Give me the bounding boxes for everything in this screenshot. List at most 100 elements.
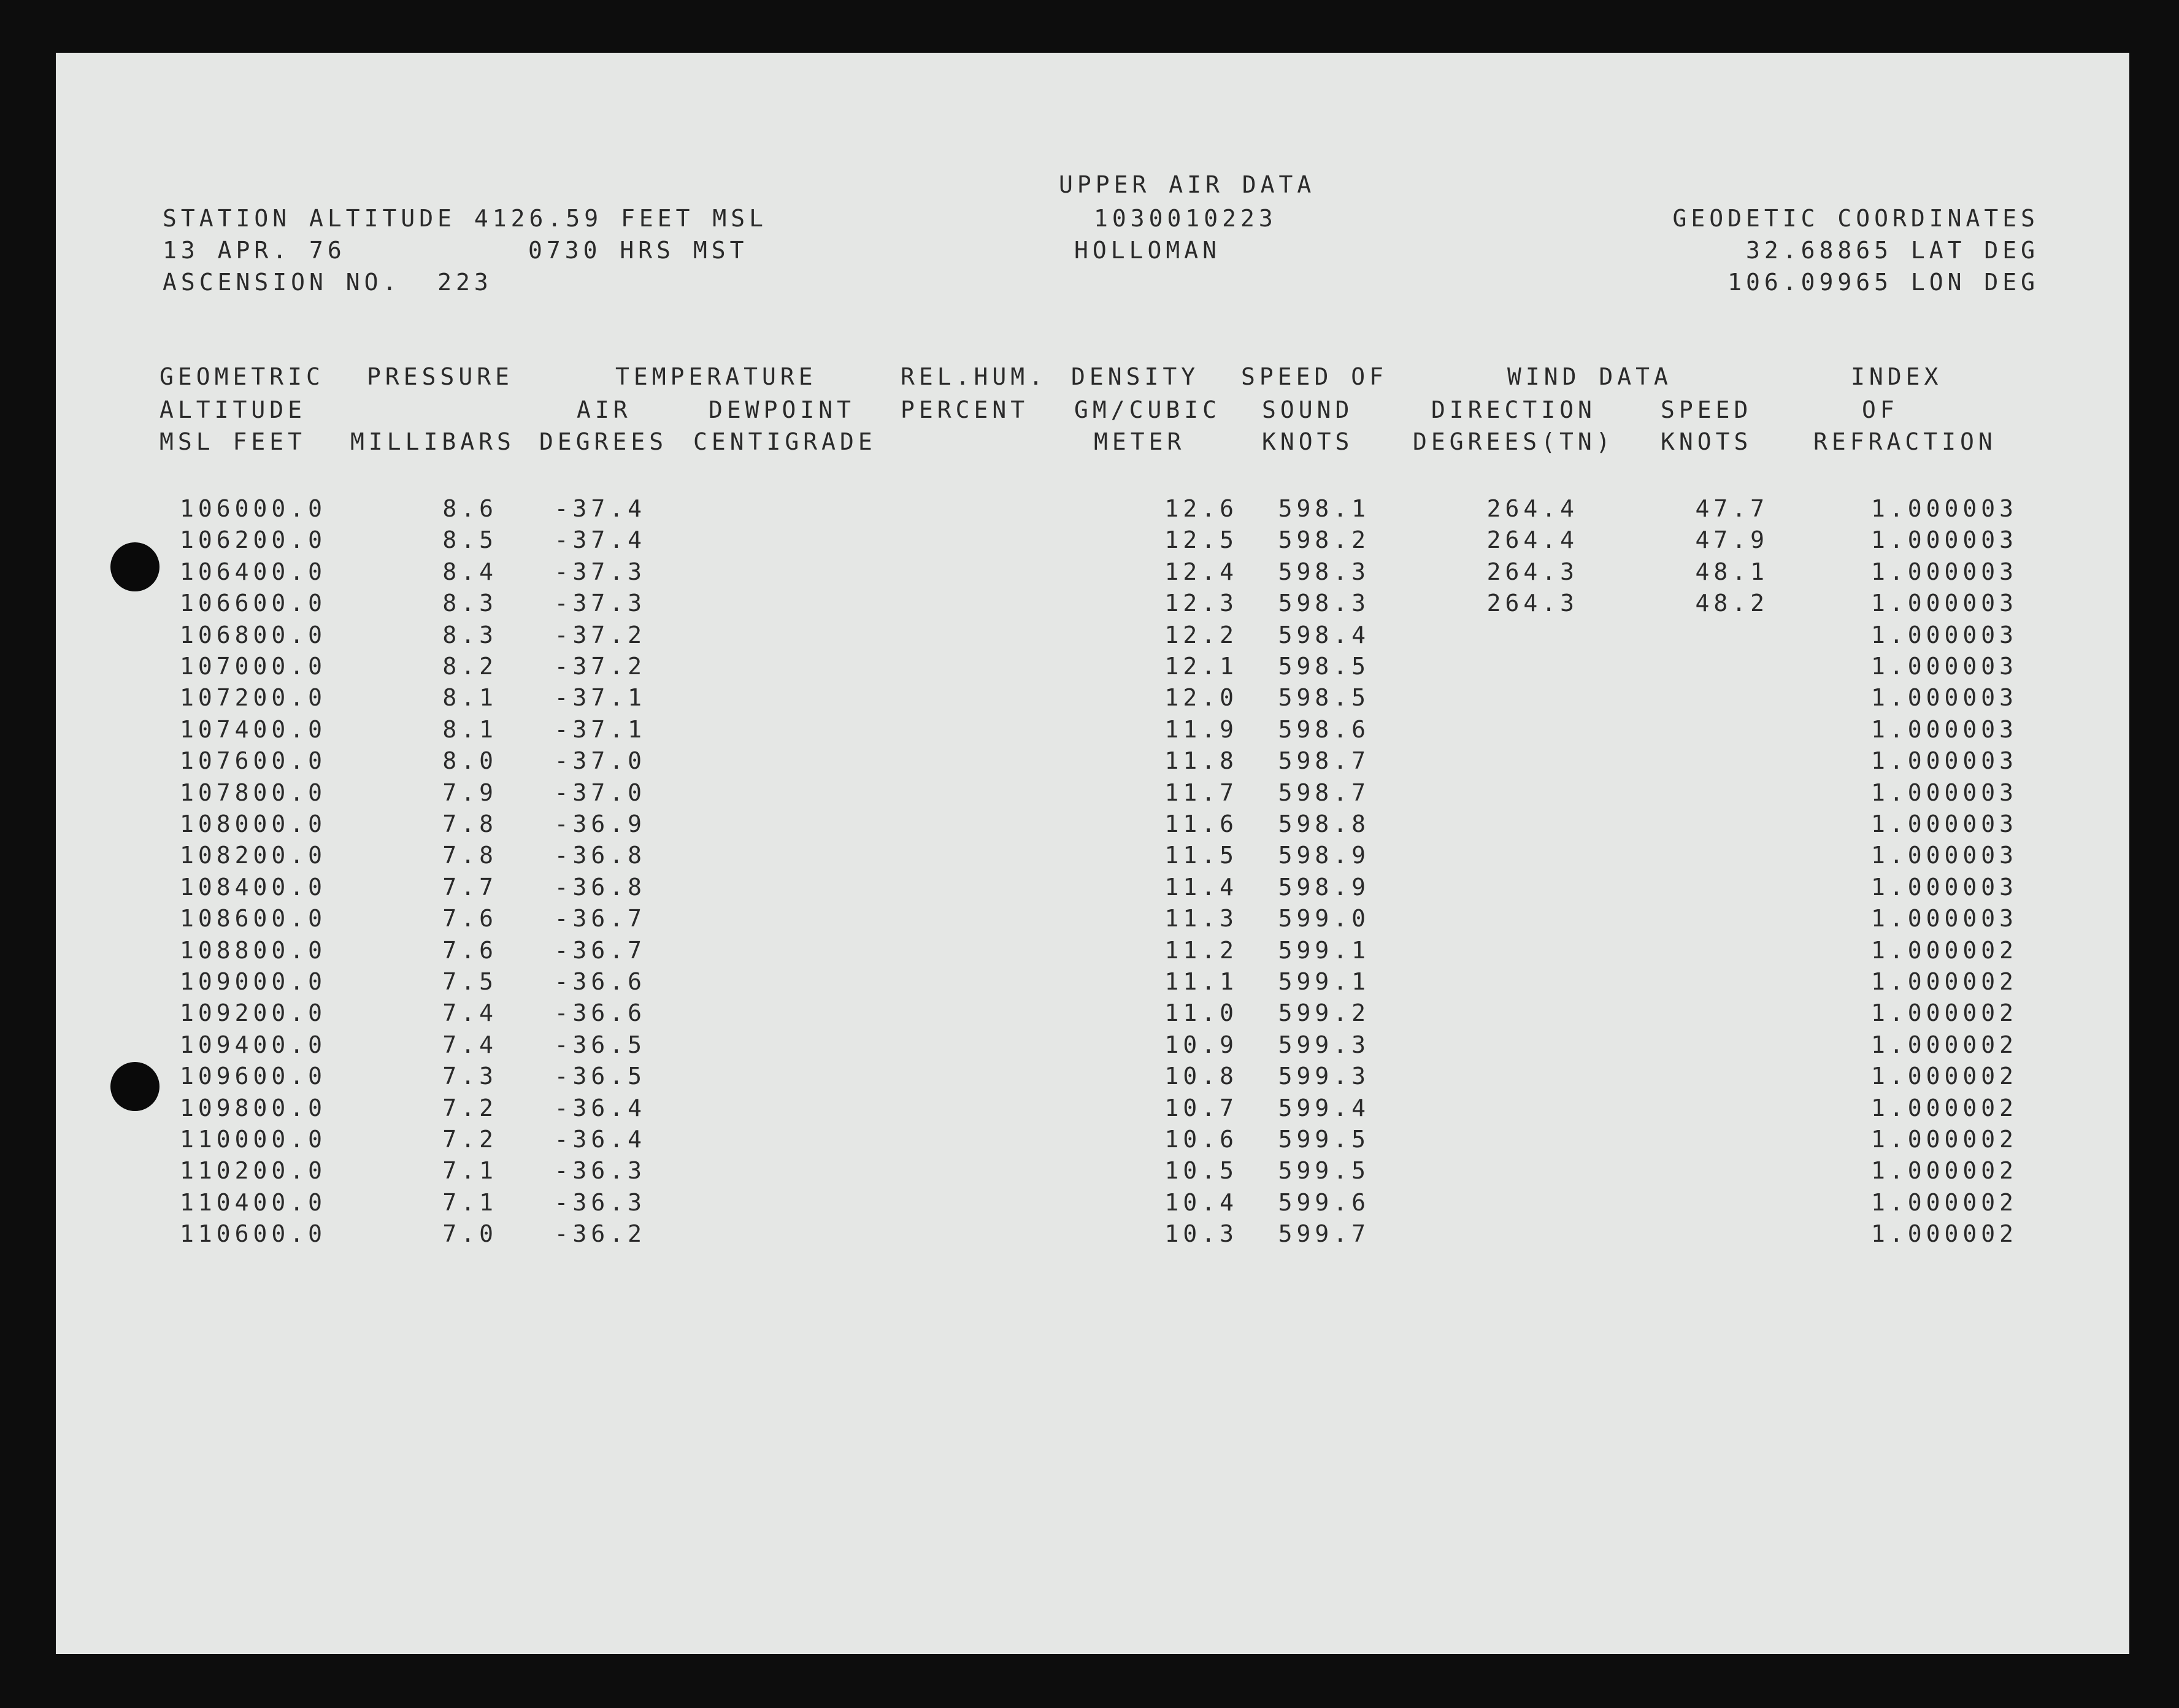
wind-direction-cell: 264.3 [1486,558,1578,585]
altitude-cell: 107000.0 [179,653,326,680]
altitude-cell: 109400.0 [179,1031,326,1058]
col-pressure: MILLIBARS [350,428,515,455]
refraction-index-cell: 1.000003 [1870,684,2018,712]
col-sound: SPEED OF [1241,363,1388,390]
altitude-cell: 108800.0 [179,936,326,964]
temperature-cell: -37.1 [554,715,646,743]
density-cell: 11.1 [1164,968,1238,995]
sound-speed-cell: 598.1 [1278,495,1370,522]
col-dewpoint: CENTIGRADE [693,428,877,455]
pressure-cell: 8.5 [442,526,498,554]
refraction-index-cell: 1.000003 [1870,905,2018,933]
altitude-cell: 107400.0 [179,715,326,743]
pressure-cell: 7.4 [442,999,498,1027]
sound-speed-cell: 598.9 [1278,873,1370,901]
sound-speed-cell: 599.1 [1278,968,1370,995]
refraction-index-cell: 1.000003 [1870,873,2018,901]
temperature-cell: -36.7 [554,905,646,933]
sound-speed-cell: 599.3 [1278,1063,1370,1090]
pressure-cell: 7.7 [442,873,498,901]
refraction-index-cell: 1.000003 [1870,715,2018,743]
pressure-cell: 7.9 [442,779,498,806]
temperature-cell: -36.3 [554,1188,646,1216]
temperature-cell: -36.7 [554,936,646,964]
pressure-cell: 7.8 [442,810,498,837]
time: 0730 HRS MST [528,237,748,264]
coordinates-label: GEODETIC COORDINATES [1672,205,2039,232]
altitude-cell: 109200.0 [179,999,326,1027]
altitude-cell: 108200.0 [179,842,326,869]
col-geometric: ALTITUDE [159,396,307,423]
latitude: 32.68865 LAT DEG [1745,237,2039,264]
sound-speed-cell: 598.3 [1278,590,1370,617]
wind-speed-cell: 47.7 [1695,495,1769,522]
col-rel-hum: PERCENT [901,396,1029,423]
altitude-cell: 109600.0 [179,1063,326,1090]
sound-speed-cell: 599.3 [1278,1031,1370,1058]
altitude-cell: 108400.0 [179,873,326,901]
pressure-cell: 8.4 [442,558,498,585]
col-index: INDEX [1851,363,1943,390]
temperature-cell: -36.3 [554,1157,646,1185]
temperature-cell: -36.8 [554,842,646,869]
sound-speed-cell: 598.7 [1278,747,1370,775]
pressure-cell: 7.0 [442,1220,498,1248]
altitude-cell: 108600.0 [179,905,326,933]
density-cell: 11.2 [1164,936,1238,964]
temperature-cell: -36.5 [554,1063,646,1090]
sound-speed-cell: 598.2 [1278,526,1370,554]
id-number: 1030010223 [1094,205,1277,232]
pressure-cell: 7.5 [442,968,498,995]
col-wind: WIND DATA [1507,363,1672,390]
temperature-cell: -36.4 [554,1126,646,1153]
col-index: OF [1862,396,1899,423]
col-speed: KNOTS [1661,428,1753,455]
sound-speed-cell: 599.0 [1278,905,1370,933]
temperature-cell: -37.3 [554,590,646,617]
altitude-cell: 110600.0 [179,1220,326,1248]
binder-hole [110,1062,159,1111]
pressure-cell: 8.3 [442,621,498,648]
temperature-cell: -37.3 [554,558,646,585]
refraction-index-cell: 1.000002 [1870,936,2018,964]
sound-speed-cell: 599.5 [1278,1126,1370,1153]
pressure-cell: 7.8 [442,842,498,869]
refraction-index-cell: 1.000003 [1870,810,2018,837]
density-cell: 12.4 [1164,558,1238,585]
wind-direction-cell: 264.4 [1486,526,1578,554]
density-cell: 10.8 [1164,1063,1238,1090]
col-geometric: MSL FEET [159,428,307,455]
density-cell: 11.9 [1164,715,1238,743]
altitude-cell: 110400.0 [179,1188,326,1216]
pressure-cell: 7.2 [442,1094,498,1121]
col-geometric: GEOMETRIC [159,363,325,390]
altitude-cell: 106400.0 [179,558,326,585]
pressure-cell: 8.3 [442,590,498,617]
refraction-index-cell: 1.000003 [1870,779,2018,806]
altitude-cell: 107600.0 [179,747,326,775]
sound-speed-cell: 598.6 [1278,715,1370,743]
refraction-index-cell: 1.000003 [1870,558,2018,585]
refraction-index-cell: 1.000002 [1870,1094,2018,1121]
temperature-cell: -36.9 [554,810,646,837]
altitude-cell: 107200.0 [179,684,326,712]
altitude-cell: 109800.0 [179,1094,326,1121]
sound-speed-cell: 599.6 [1278,1188,1370,1216]
pressure-cell: 8.2 [442,653,498,680]
sound-speed-cell: 599.2 [1278,999,1370,1027]
density-cell: 12.3 [1164,590,1238,617]
wind-direction-cell: 264.4 [1486,495,1578,522]
altitude-cell: 109000.0 [179,968,326,995]
density-cell: 12.6 [1164,495,1238,522]
density-cell: 10.3 [1164,1220,1238,1248]
temperature-cell: -37.2 [554,621,646,648]
refraction-index-cell: 1.000003 [1870,495,2018,522]
col-density: GM/CUBIC [1074,396,1221,423]
pressure-cell: 7.6 [442,936,498,964]
refraction-index-cell: 1.000002 [1870,968,2018,995]
pressure-cell: 7.4 [442,1031,498,1058]
altitude-cell: 106200.0 [179,526,326,554]
longitude: 106.09965 LON DEG [1727,269,2039,296]
col-index: REFRACTION [1813,428,1997,455]
col-density: METER [1094,428,1186,455]
